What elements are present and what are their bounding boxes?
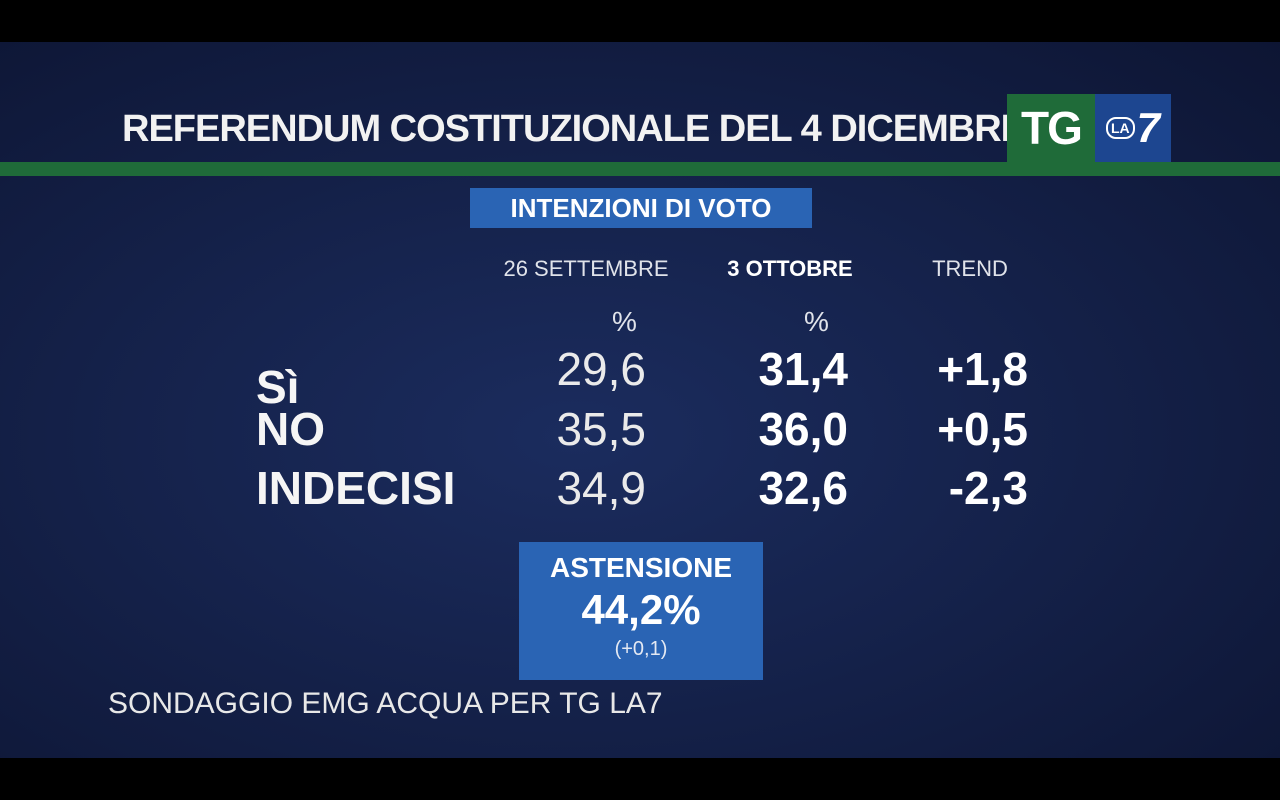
value-sep: 29,6 bbox=[556, 343, 646, 395]
logo-seven: 7 bbox=[1136, 104, 1161, 151]
row-label: NO bbox=[256, 403, 325, 455]
broadcast-graphic: REFERENDUM COSTITUZIONALE DEL 4 DICEMBRE… bbox=[0, 42, 1280, 758]
value-trend: +0,5 bbox=[937, 403, 1028, 455]
value-sep: 34,9 bbox=[556, 462, 646, 514]
column-header-sep: 26 SETTEMBRE bbox=[503, 256, 669, 281]
table-row: Sì 29,6 31,4 +1,8 bbox=[0, 342, 1280, 413]
column-header-oct: 3 OTTOBRE bbox=[727, 256, 853, 281]
astensione-box: ASTENSIONE 44,2% (+0,1) bbox=[519, 542, 763, 680]
page-title: REFERENDUM COSTITUZIONALE DEL 4 DICEMBRE bbox=[122, 108, 1026, 150]
tg-la7-logo: TG LA 7 bbox=[1007, 94, 1171, 162]
section-subtitle: INTENZIONI DI VOTO bbox=[470, 188, 812, 228]
value-oct: 31,4 bbox=[758, 343, 848, 395]
value-oct: 36,0 bbox=[758, 403, 848, 455]
logo-la7: LA 7 bbox=[1095, 94, 1171, 162]
logo-tg: TG bbox=[1007, 94, 1095, 162]
row-label: Sì bbox=[256, 361, 300, 413]
value-trend: +1,8 bbox=[937, 343, 1028, 395]
unit-label-oct: % bbox=[804, 306, 829, 337]
astensione-delta: (+0,1) bbox=[614, 638, 668, 660]
table-row: NO 35,5 36,0 +0,5 bbox=[0, 402, 1280, 460]
source-caption: SONDAGGIO EMG ACQUA PER TG LA7 bbox=[108, 687, 663, 720]
astensione-label: ASTENSIONE bbox=[549, 552, 733, 583]
value-oct: 32,6 bbox=[758, 462, 848, 514]
table-row: INDECISI 34,9 32,6 -2,3 bbox=[0, 461, 1280, 519]
astensione-value: 44,2% bbox=[581, 586, 701, 633]
value-trend: -2,3 bbox=[948, 462, 1028, 514]
header-divider bbox=[0, 162, 1280, 176]
column-header-trend: TREND bbox=[932, 256, 1008, 281]
row-label: INDECISI bbox=[256, 462, 456, 514]
logo-la: LA bbox=[1105, 117, 1135, 139]
value-sep: 35,5 bbox=[556, 403, 646, 455]
unit-label-sep: % bbox=[612, 306, 637, 337]
